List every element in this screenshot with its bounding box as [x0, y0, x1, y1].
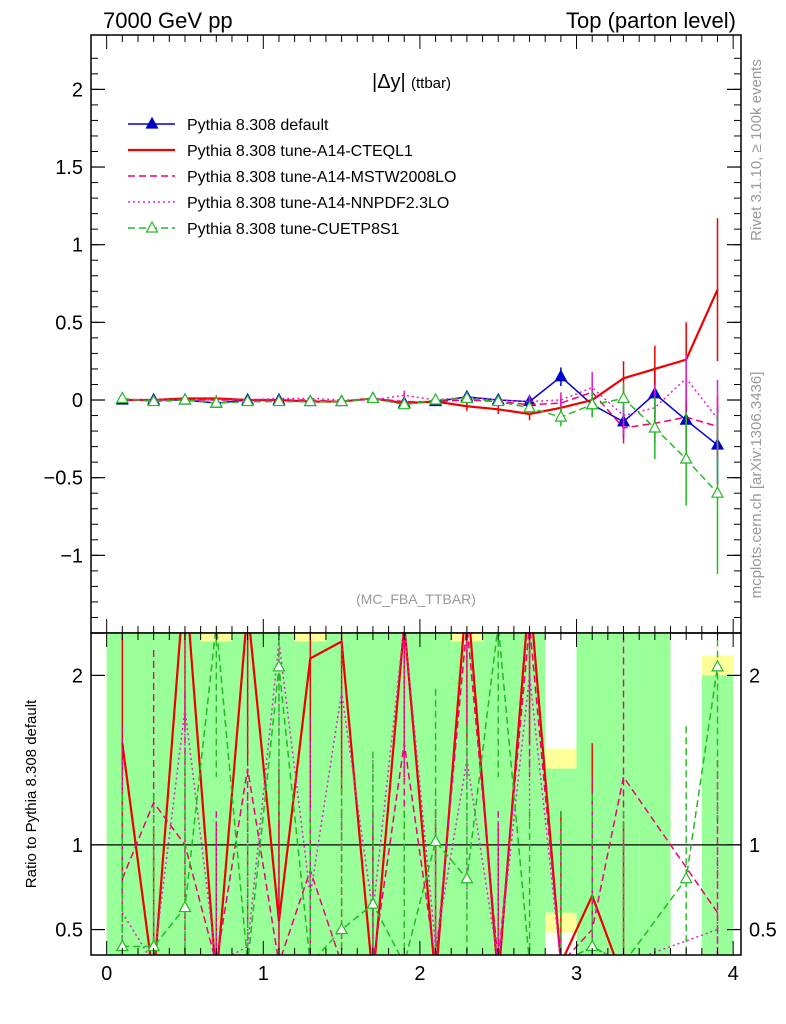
ratio-plot-content — [91, 633, 741, 967]
ratio-ytick-label: 2 — [72, 665, 83, 687]
data-point — [585, 397, 599, 410]
ytick-label: 0.5 — [55, 312, 83, 334]
legend: Pythia 8.308 default Pythia 8.308 tune-A1… — [128, 116, 456, 238]
data-point — [178, 392, 192, 405]
side-label-rivet: Rivet 3.1.10, ≥ 100k events — [748, 59, 765, 241]
ratio-point — [399, 957, 410, 967]
xtick-label: 3 — [571, 963, 582, 985]
data-point — [648, 420, 662, 433]
uncertainty-band — [639, 633, 671, 955]
ratio-point — [618, 957, 629, 967]
data-point — [241, 394, 255, 407]
ratio-ytick-label: 0.5 — [55, 920, 83, 942]
side-label-mcplots: mcplots.cern.ch [arXiv:1306.3436] — [748, 372, 765, 599]
legend-entry: Pythia 8.308 tune-A14-NNPDF2.3LO — [128, 195, 449, 212]
legend-marker — [145, 116, 159, 129]
series-line — [122, 397, 719, 494]
ratio-axis: 0.5 0.5 1 1 2 2 0 1 2 3 4 — [55, 632, 777, 985]
data-point — [460, 391, 474, 404]
xtick-label: 2 — [414, 963, 425, 985]
legend-marker — [145, 220, 159, 233]
ratio-point — [710, 659, 725, 672]
header-right: Top (parton level) — [566, 8, 736, 33]
ytick-label: −0.5 — [44, 468, 83, 490]
uncertainty-band — [576, 633, 640, 955]
legend-label: Pythia 8.308 tune-A14-CTEQL1 — [187, 143, 413, 160]
ytick-label: 1.5 — [55, 157, 83, 179]
data-point — [303, 394, 317, 407]
upper-axis: −1 −0.5 0 0.5 1 1.5 2 — [44, 34, 742, 634]
ratio-point — [429, 834, 443, 847]
ratio-frame — [90, 632, 742, 956]
ratio-ylabel: Ratio to Pythia 8.308 default — [23, 699, 40, 888]
xtick-label: 4 — [728, 963, 739, 985]
upper-plot-area — [91, 35, 741, 633]
ratio-point — [178, 900, 192, 913]
legend-label: Pythia 8.308 tune-A14-MSTW2008LO — [187, 169, 456, 186]
legend-label: Pythia 8.308 default — [187, 117, 329, 134]
data-point — [397, 397, 411, 410]
legend-entry: Pythia 8.308 tune-A14-CTEQL1 — [128, 143, 413, 160]
data-point — [554, 409, 568, 422]
data-point — [491, 394, 505, 407]
legend-entry: Pythia 8.308 tune-A14-MSTW2008LO — [128, 169, 456, 186]
legend-label: Pythia 8.308 tune-CUETP8S1 — [187, 221, 400, 238]
ratio-point — [335, 922, 349, 935]
data-point — [710, 485, 725, 498]
data-point — [366, 391, 380, 404]
data-point — [429, 392, 443, 405]
analysis-label: (MC_FBA_TTBAR) — [356, 591, 476, 607]
data-point — [209, 395, 223, 408]
legend-label: Pythia 8.308 tune-A14-NNPDF2.3LO — [187, 195, 449, 212]
ratio-ytick-label-right: 0.5 — [749, 920, 777, 942]
header-left: 7000 GeV pp — [103, 8, 233, 33]
ratio-line — [121, 633, 616, 955]
ratio-line — [121, 633, 719, 955]
ratio-point — [679, 871, 693, 884]
ratio-point — [366, 896, 380, 909]
ytick-label: 2 — [72, 79, 83, 101]
uncertainty-band — [325, 633, 452, 955]
series-line — [122, 391, 718, 429]
data-point — [679, 451, 693, 464]
data-point — [272, 394, 286, 407]
ratio-point — [555, 957, 566, 967]
ratio-ytick-label: 1 — [72, 835, 83, 857]
data-point — [554, 369, 568, 382]
ratio-point — [524, 957, 535, 967]
plot-title-sub: (ttbar) — [411, 75, 451, 92]
data-point — [115, 391, 129, 404]
ytick-label: 0 — [72, 390, 83, 412]
upper-plot-content — [115, 218, 725, 574]
ratio-ytick-label-right: 2 — [749, 665, 760, 687]
ratio-point — [272, 659, 286, 672]
data-point — [335, 394, 349, 407]
xtick-label: 1 — [258, 963, 269, 985]
xtick-label: 0 — [101, 963, 112, 985]
legend-entry: Pythia 8.308 tune-CUETP8S1 — [128, 220, 400, 238]
ratio-point — [460, 871, 474, 884]
ratio-point — [305, 957, 316, 967]
data-point — [617, 391, 631, 404]
ratio-point — [242, 957, 253, 967]
data-point — [523, 400, 537, 413]
plot-title-main: |Δy| — [372, 71, 406, 93]
ytick-label: 1 — [72, 235, 83, 257]
ratio-ytick-label-right: 1 — [749, 835, 760, 857]
ytick-label: −1 — [60, 545, 83, 567]
data-point — [147, 394, 161, 407]
series-4 — [115, 382, 725, 574]
legend-entry: Pythia 8.308 default — [128, 116, 329, 134]
